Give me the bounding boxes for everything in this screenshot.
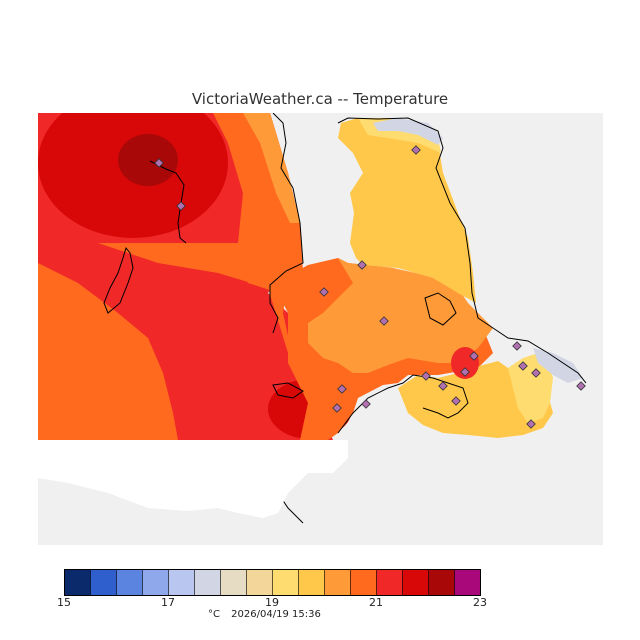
station-marker (176, 201, 186, 211)
station-marker (357, 260, 367, 270)
legend-swatch (298, 569, 325, 596)
station-marker (337, 384, 347, 394)
timestamp: 2026/04/19 15:36 (231, 609, 321, 620)
legend-tick: 17 (161, 596, 175, 609)
unit-label: °C (208, 609, 220, 620)
station-marker (451, 396, 461, 406)
legend-swatch (194, 569, 221, 596)
legend-swatch (324, 569, 351, 596)
temperature-legend (64, 569, 481, 596)
zone-light-orange-tip (243, 113, 300, 223)
legend-swatch (116, 569, 143, 596)
station-marker (411, 145, 421, 155)
legend-swatch (428, 569, 455, 596)
legend-swatch (64, 569, 91, 596)
zone-oak-bay-gray (533, 348, 583, 383)
legend-swatch (454, 569, 481, 596)
hot-spot-northwest-core (118, 134, 178, 186)
legend-swatch (220, 569, 247, 596)
coastline-west-inlet (149, 160, 187, 244)
station-marker (332, 403, 342, 413)
legend-tick: 19 (265, 596, 279, 609)
temperature-map[interactable] (38, 113, 603, 545)
coastline-south (337, 374, 469, 434)
station-marker (526, 419, 536, 429)
station-marker (518, 361, 528, 371)
station-marker (576, 381, 586, 391)
legend-swatch (168, 569, 195, 596)
legend-swatch (246, 569, 273, 596)
coastline-island-east (424, 292, 457, 326)
station-marker (531, 368, 541, 378)
zone-victoria-pale (508, 353, 553, 423)
station-marker (460, 367, 470, 377)
legend-tick: 15 (57, 596, 71, 609)
legend-swatch (376, 569, 403, 596)
legend-swatch (90, 569, 117, 596)
legend-swatch (402, 569, 429, 596)
station-marker (421, 371, 431, 381)
zone-northtip-gray (373, 118, 443, 145)
legend-tick: 23 (473, 596, 487, 609)
coastline-island-west (103, 246, 134, 314)
coastline-mainland (269, 113, 304, 334)
station-marker (512, 341, 522, 351)
water-strait (38, 440, 348, 518)
weather-stations[interactable] (154, 145, 586, 429)
coastline-island-south (272, 382, 304, 399)
station-marker (469, 351, 479, 361)
zone-orange-west (38, 263, 178, 440)
temperature-field (38, 113, 583, 440)
legend-tick: 21 (369, 596, 383, 609)
map-title: VictoriaWeather.ca -- Temperature (191, 90, 449, 108)
station-marker (154, 158, 164, 168)
legend-swatch (350, 569, 377, 596)
station-marker (438, 381, 448, 391)
zone-saanich-yellow (338, 118, 476, 303)
legend-footer: °C 2026/04/19 15:36 (208, 609, 321, 620)
station-marker (361, 399, 371, 409)
station-marker (319, 287, 329, 297)
station-marker (379, 316, 389, 326)
zone-east-light-orange (308, 258, 493, 373)
legend-swatch (272, 569, 299, 596)
legend-swatch (142, 569, 169, 596)
coastline-saanich (337, 117, 587, 384)
